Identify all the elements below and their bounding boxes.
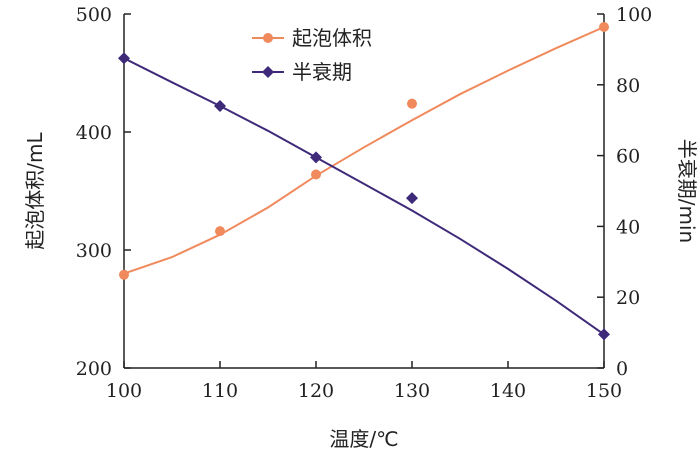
legend-item-half-life: 半衰期 — [252, 60, 352, 84]
x-tick-label: 120 — [298, 380, 334, 402]
data-point-half-life — [214, 100, 226, 113]
x-tick-label: 110 — [202, 380, 238, 402]
left-y-tick-label: 300 — [76, 240, 112, 262]
x-tick-label: 140 — [490, 380, 526, 402]
left-y-tick-label: 400 — [76, 122, 112, 144]
left-y-axis-title: 起泡体积/mL — [23, 131, 47, 249]
series-lines — [123, 26, 605, 336]
right-y-axis-title: 半衰期/min — [675, 139, 699, 243]
data-point-foam-volume — [407, 98, 417, 109]
right-y-tick-label: 0 — [616, 358, 628, 380]
data-point-foam-volume — [215, 226, 225, 237]
series-markers — [118, 21, 610, 341]
legend: 起泡体积 半衰期 — [252, 26, 372, 84]
data-point-half-life — [598, 328, 610, 341]
series-line-1 — [123, 57, 605, 336]
plot-area: 100 110 120 130 140 150 200 300 400 500 0 20 40 60 80 1… — [76, 4, 653, 402]
series-line-0 — [123, 26, 605, 275]
data-point-half-life — [406, 192, 418, 205]
x-axis-title: 温度/℃ — [329, 427, 398, 451]
legend-label-foam-volume: 起泡体积 — [292, 26, 372, 50]
tick-group: 100 110 120 130 140 150 200 300 400 500 0 20 40 60 80 1… — [76, 4, 653, 402]
right-y-tick-label: 100 — [616, 4, 652, 26]
legend-circle-marker-icon — [263, 33, 273, 43]
data-point-foam-volume — [311, 169, 321, 180]
legend-diamond-marker-icon — [262, 66, 274, 78]
data-point-half-life — [310, 151, 322, 164]
data-point-foam-volume — [599, 21, 609, 32]
right-y-tick-label: 40 — [616, 216, 640, 238]
left-y-tick-label: 200 — [76, 358, 112, 380]
right-y-tick-label: 80 — [616, 75, 640, 97]
data-point-half-life — [118, 52, 130, 65]
left-y-tick-label: 500 — [76, 4, 112, 26]
legend-label-half-life: 半衰期 — [292, 60, 352, 84]
x-tick-label: 100 — [106, 380, 142, 402]
legend-item-foam-volume: 起泡体积 — [252, 26, 372, 50]
x-tick-label: 150 — [586, 380, 622, 402]
right-y-tick-label: 60 — [616, 146, 640, 168]
right-y-tick-label: 20 — [616, 287, 640, 309]
data-point-foam-volume — [119, 269, 129, 280]
x-tick-label: 130 — [394, 380, 430, 402]
